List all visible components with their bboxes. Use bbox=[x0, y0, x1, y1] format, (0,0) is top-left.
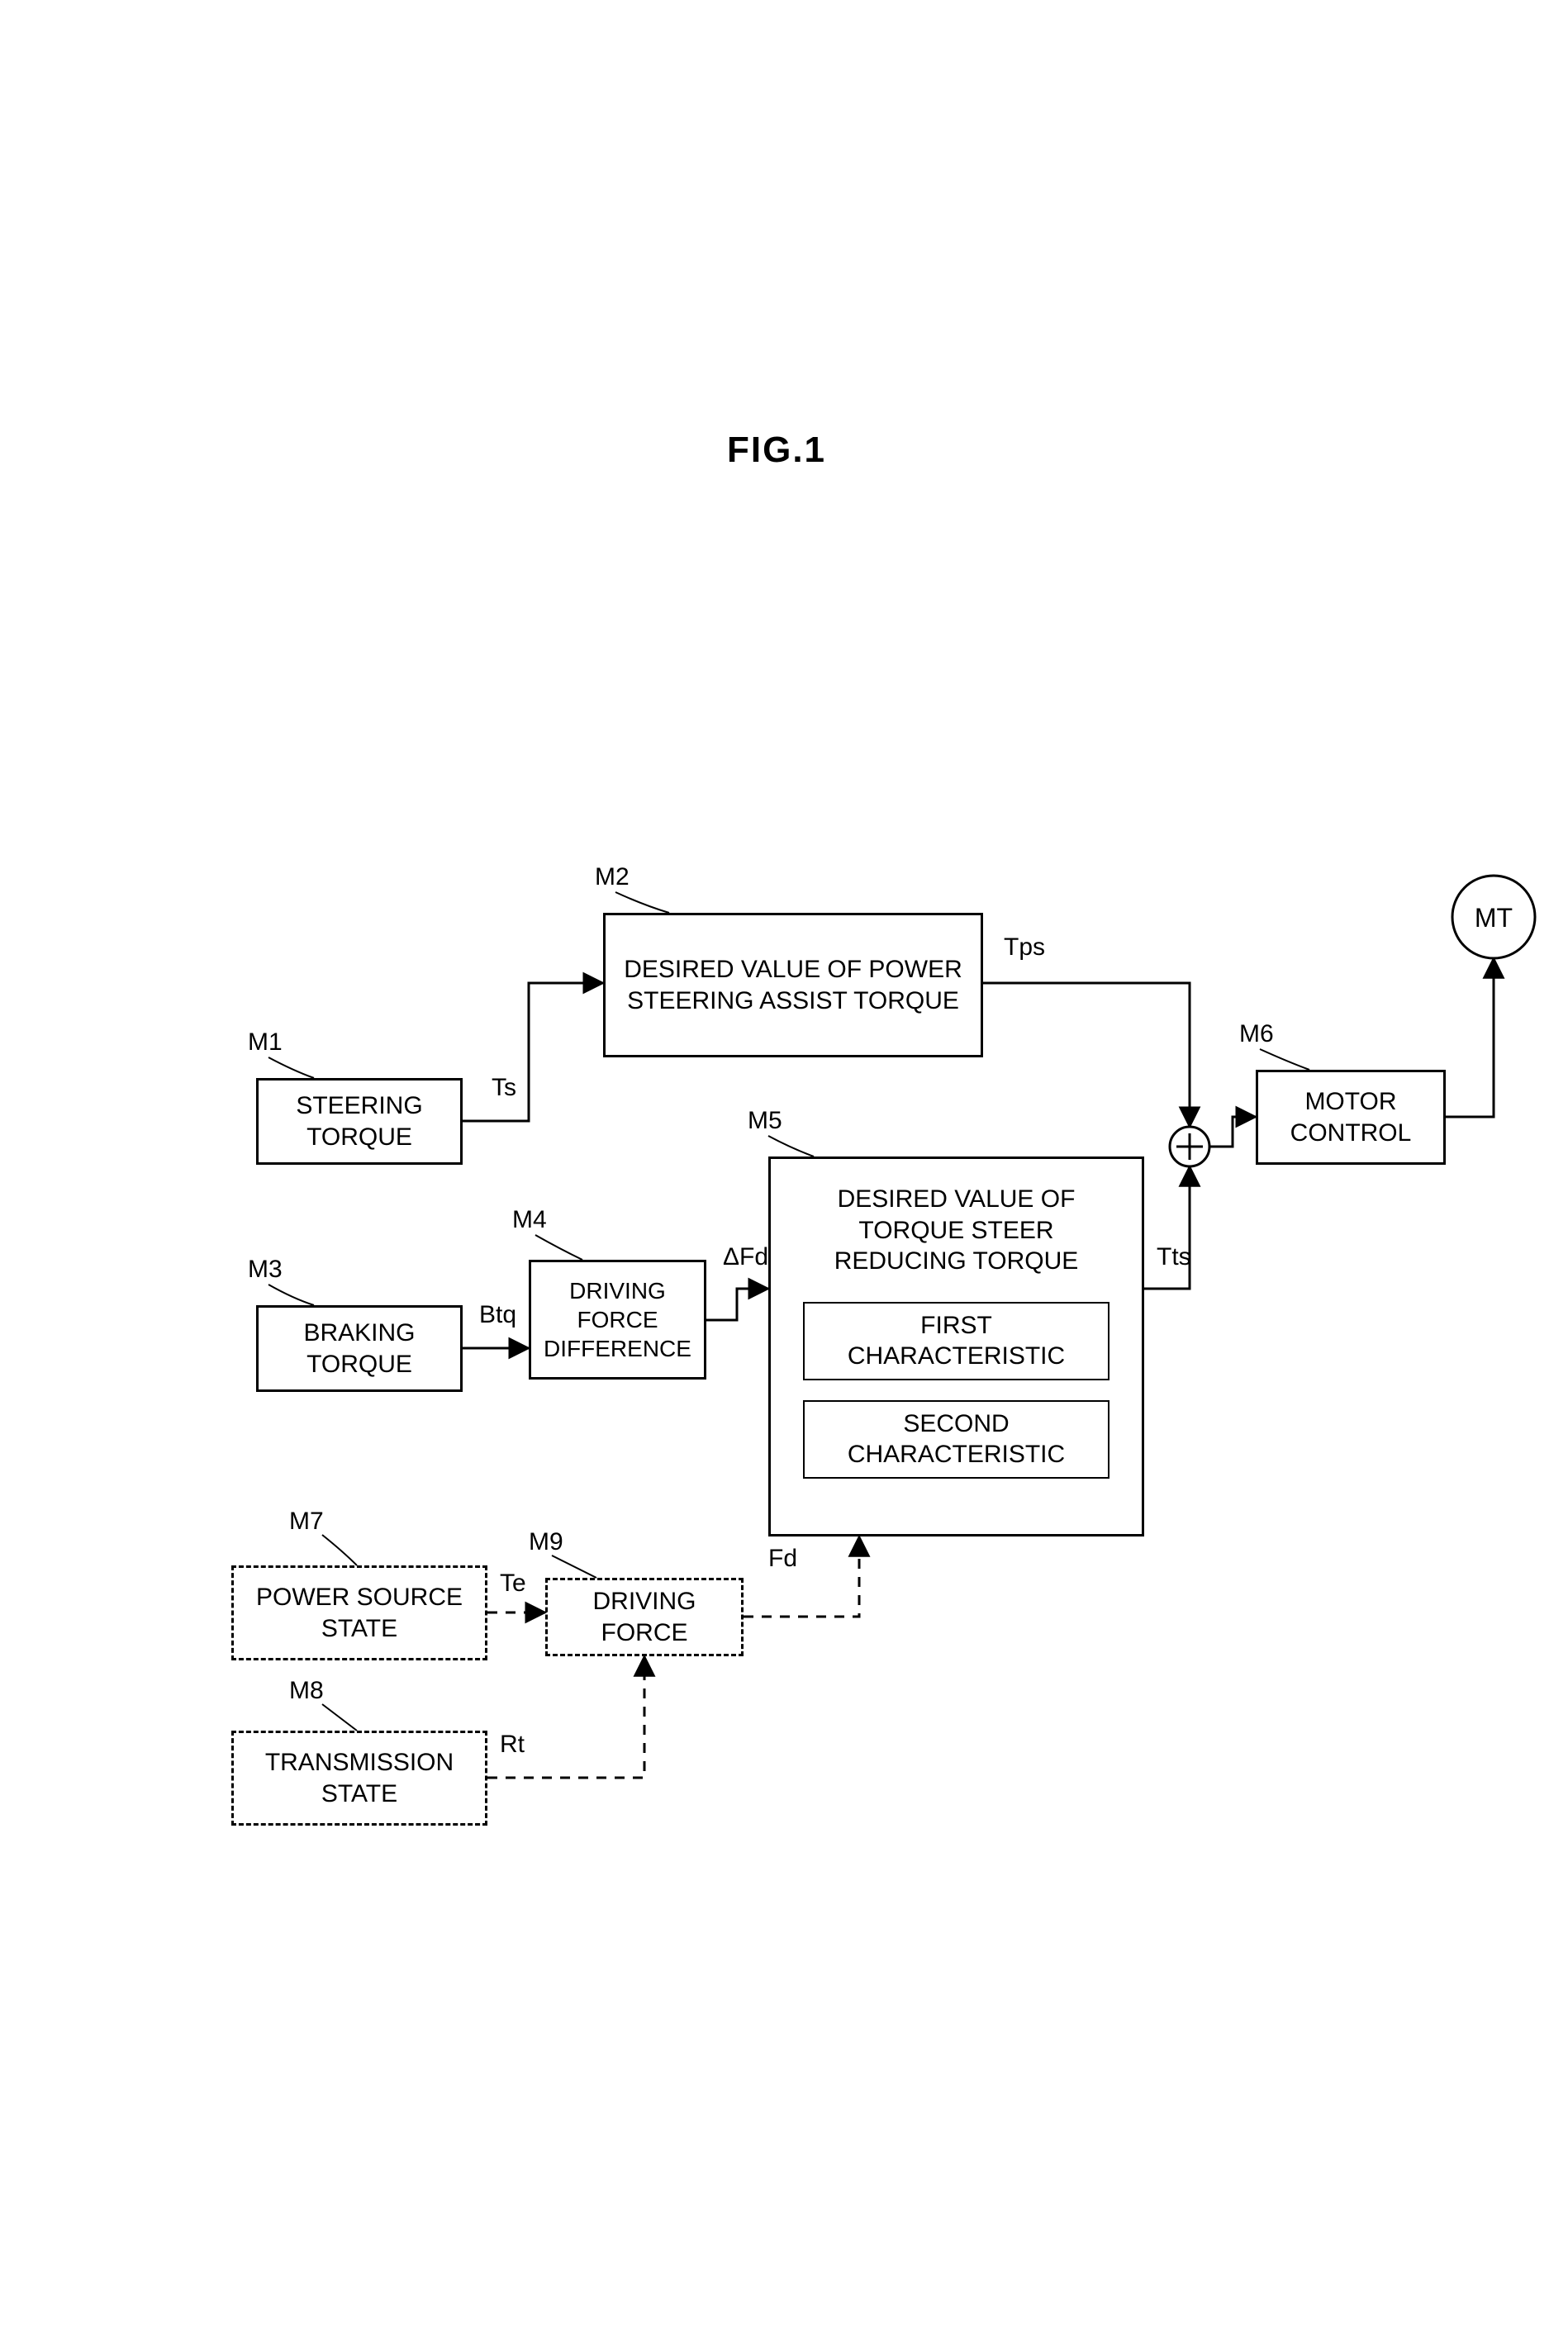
edge-m4-m5 bbox=[706, 1289, 768, 1320]
signal-rt: Rt bbox=[500, 1731, 525, 1759]
signal-ts: Ts bbox=[492, 1074, 516, 1102]
edge-m9-m5 bbox=[744, 1536, 859, 1617]
block-m7-power-source-state: POWER SOURCE STATE bbox=[231, 1565, 487, 1660]
signal-tts: Tts bbox=[1157, 1243, 1191, 1271]
block-m6-text: MOTOR CONTROL bbox=[1263, 1086, 1438, 1148]
id-label-m1: M1 bbox=[248, 1028, 283, 1057]
signal-tps: Tps bbox=[1004, 933, 1045, 962]
m5-inner-second-characteristic: SECOND CHARACTERISTIC bbox=[803, 1400, 1109, 1479]
edge-m8-m9 bbox=[487, 1656, 644, 1778]
id-label-m4: M4 bbox=[512, 1206, 547, 1234]
signal-dfd: ΔFd bbox=[723, 1243, 768, 1271]
summing-junction bbox=[1170, 1127, 1209, 1166]
block-m9-driving-force: DRIVING FORCE bbox=[545, 1578, 744, 1656]
edge-m2-sum bbox=[983, 983, 1190, 1127]
block-m4-driving-force-diff: DRIVING FORCE DIFFERENCE bbox=[529, 1260, 706, 1380]
leader-m5 bbox=[768, 1136, 814, 1157]
block-m1-steering-torque: STEERING TORQUE bbox=[256, 1078, 463, 1165]
block-m3-braking-torque: BRAKING TORQUE bbox=[256, 1305, 463, 1392]
id-label-m8: M8 bbox=[289, 1677, 324, 1705]
leader-m1 bbox=[268, 1057, 314, 1078]
signal-btq: Btq bbox=[479, 1301, 516, 1329]
block-m8-transmission-state: TRANSMISSION STATE bbox=[231, 1731, 487, 1826]
figure-title: FIG.1 bbox=[727, 430, 826, 471]
block-m5-text: DESIRED VALUE OF TORQUE STEER REDUCING T… bbox=[776, 1184, 1137, 1277]
edge-m1-m2 bbox=[463, 983, 603, 1121]
block-m6-motor-control: MOTOR CONTROL bbox=[1256, 1070, 1446, 1165]
id-label-m9: M9 bbox=[529, 1528, 563, 1556]
m5-inner-first-text: FIRST CHARACTERISTIC bbox=[848, 1312, 1065, 1370]
leader-m4 bbox=[535, 1235, 582, 1260]
mt-node-circle bbox=[1452, 876, 1535, 958]
block-m7-text: POWER SOURCE STATE bbox=[239, 1582, 480, 1644]
block-m5-desired-ts-reducing: DESIRED VALUE OF TORQUE STEER REDUCING T… bbox=[768, 1157, 1144, 1536]
signal-te: Te bbox=[500, 1570, 526, 1598]
block-m9-text: DRIVING FORCE bbox=[553, 1586, 736, 1648]
signal-fd: Fd bbox=[768, 1545, 797, 1573]
leader-m7 bbox=[322, 1535, 357, 1565]
id-label-m5: M5 bbox=[748, 1107, 782, 1135]
leader-m9 bbox=[552, 1555, 596, 1578]
id-label-m3: M3 bbox=[248, 1256, 283, 1284]
m5-inner-first-characteristic: FIRST CHARACTERISTIC bbox=[803, 1302, 1109, 1380]
leader-m6 bbox=[1260, 1049, 1309, 1070]
block-m2-text: DESIRED VALUE OF POWER STEERING ASSIST T… bbox=[611, 954, 976, 1016]
block-m1-text: STEERING TORQUE bbox=[264, 1090, 455, 1152]
block-m2-desired-ps-assist: DESIRED VALUE OF POWER STEERING ASSIST T… bbox=[603, 913, 983, 1057]
mt-node-text: MT bbox=[1475, 903, 1513, 933]
leader-m3 bbox=[268, 1285, 314, 1305]
block-m3-text: BRAKING TORQUE bbox=[264, 1318, 455, 1380]
block-m8-text: TRANSMISSION STATE bbox=[239, 1747, 480, 1809]
m5-inner-second-text: SECOND CHARACTERISTIC bbox=[848, 1410, 1065, 1469]
leader-m8 bbox=[322, 1704, 357, 1731]
id-label-m2: M2 bbox=[595, 863, 630, 891]
block-m4-text: DRIVING FORCE DIFFERENCE bbox=[536, 1276, 699, 1363]
id-label-m6: M6 bbox=[1239, 1020, 1274, 1048]
id-label-m7: M7 bbox=[289, 1508, 324, 1536]
edge-m6-mt bbox=[1446, 958, 1494, 1117]
leader-m2 bbox=[615, 892, 669, 913]
edge-sum-m6 bbox=[1209, 1117, 1256, 1147]
